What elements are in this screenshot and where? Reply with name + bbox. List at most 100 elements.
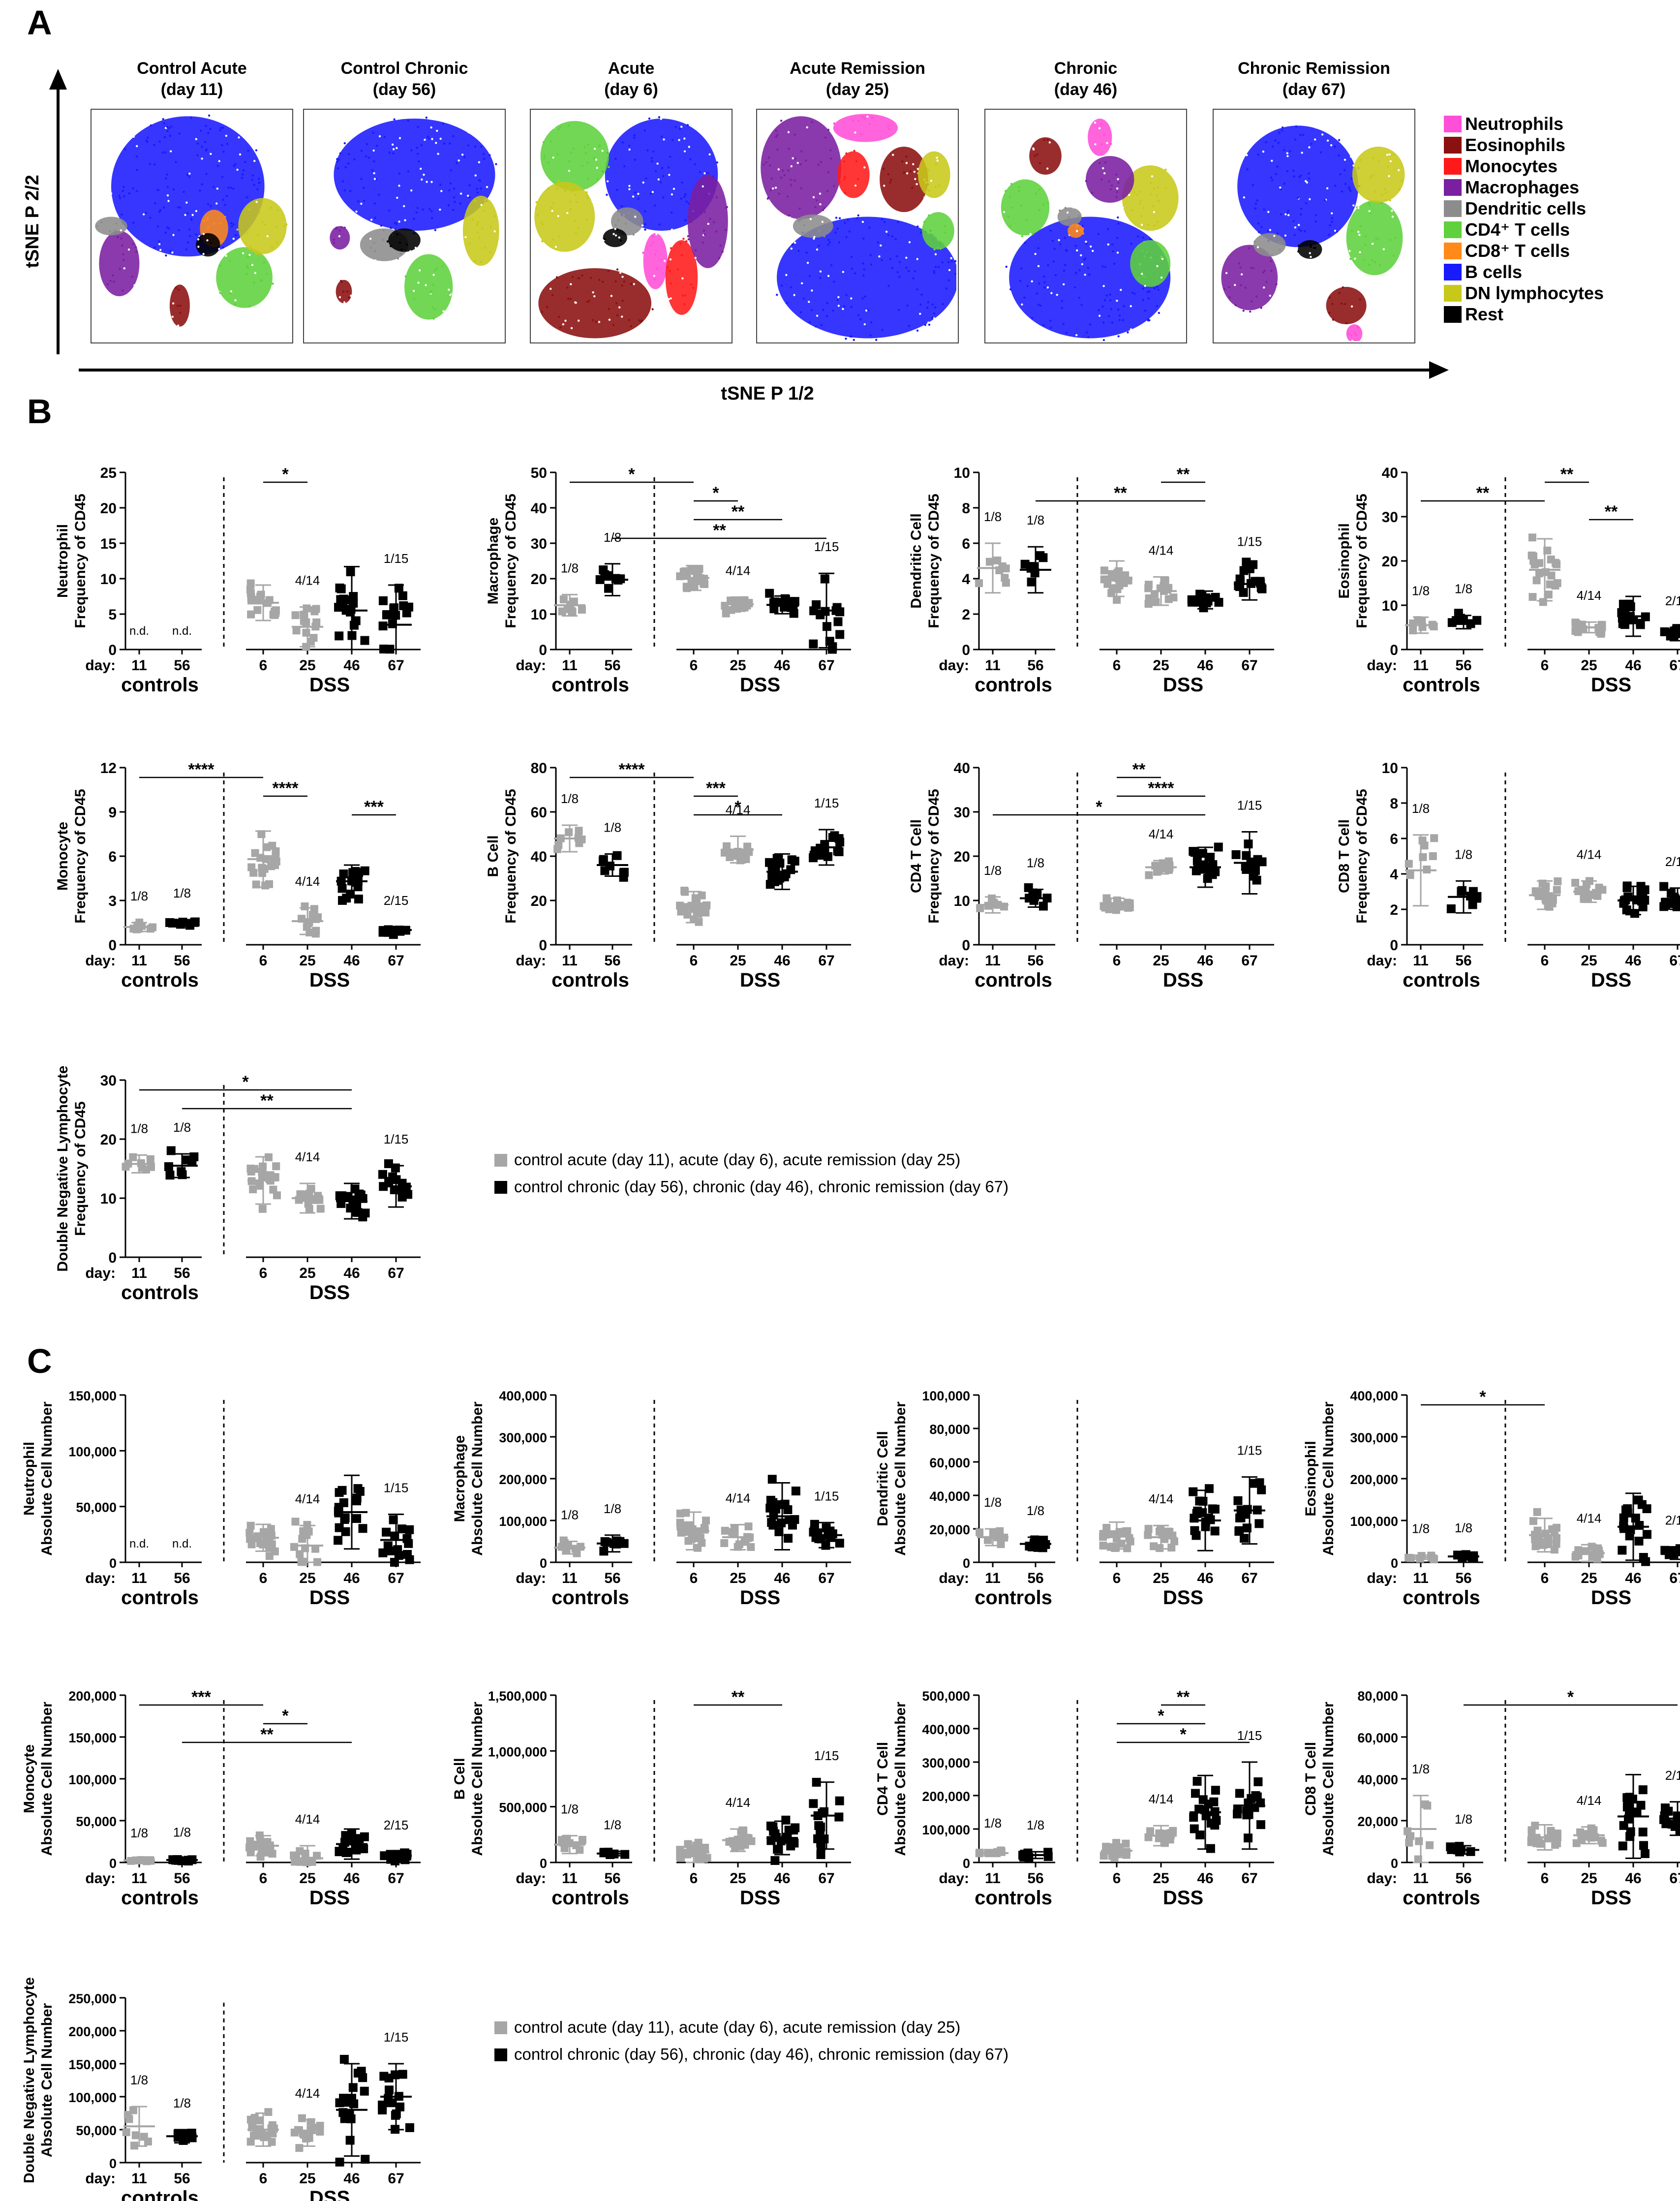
- tsne-point: [652, 150, 655, 153]
- tsne-point: [378, 193, 380, 196]
- data-point: [1212, 1816, 1221, 1825]
- tsne-point: [799, 311, 802, 313]
- data-point: [1531, 887, 1540, 896]
- tsne-point: [1297, 196, 1299, 199]
- legend-c-black-swatch: [494, 2048, 507, 2061]
- tsne-point: [1078, 269, 1081, 272]
- tsne-point: [215, 202, 218, 205]
- tsne-point: [428, 137, 430, 140]
- tsne-point: [1283, 149, 1285, 152]
- tsne-point: [863, 268, 865, 271]
- data-point: [1168, 1531, 1177, 1540]
- tsne-point: [1049, 229, 1052, 232]
- tsne-point: [1153, 224, 1156, 227]
- data-point: [1618, 1841, 1627, 1851]
- tsne-point: [806, 262, 809, 264]
- tsne-point: [889, 181, 891, 184]
- tsne-point: [489, 251, 491, 254]
- tsne-point: [489, 226, 492, 228]
- day-label: day:: [516, 953, 546, 969]
- tsne-point: [1020, 204, 1022, 207]
- tsne-point: [791, 243, 794, 246]
- x-tick-label: 46: [1197, 953, 1213, 969]
- tsne-point: [1305, 202, 1308, 205]
- tsne-point: [827, 128, 830, 131]
- tsne-point: [263, 261, 266, 264]
- tsne-point: [1389, 199, 1391, 202]
- tsne-point: [398, 185, 400, 187]
- tsne-point: [541, 240, 544, 243]
- tsne-point: [398, 220, 400, 223]
- data-point: [568, 608, 577, 617]
- outlier-fraction-label: 1/8: [561, 1508, 579, 1522]
- tsne-point: [1389, 160, 1392, 162]
- y-tick-label: 10: [100, 1191, 117, 1207]
- tsne-point: [763, 163, 765, 166]
- tsne-point: [253, 281, 255, 284]
- data-point: [383, 1541, 393, 1550]
- significance-label: *: [1567, 1688, 1574, 1706]
- data-point: [335, 631, 344, 641]
- tsne-point: [857, 120, 860, 122]
- y-tick-label: 0: [1391, 1856, 1398, 1871]
- tsne-point: [818, 245, 820, 247]
- tsne-point: [887, 125, 889, 127]
- tsne-point: [374, 259, 377, 262]
- tsne-axes: tSNE P 2/2 tSNE P 1/2: [22, 69, 1449, 404]
- tsne-point: [488, 197, 490, 200]
- tsne-point: [1029, 233, 1032, 235]
- y-axis-title: Eosinophil: [1336, 523, 1352, 598]
- tsne-point: [1310, 255, 1312, 258]
- tsne-point: [213, 222, 215, 225]
- tsne-point: [399, 252, 402, 255]
- tsne-point: [1359, 225, 1362, 228]
- x-tick-label: 6: [1541, 953, 1549, 969]
- tsne-point: [403, 205, 405, 208]
- data-point: [384, 2074, 394, 2083]
- data-point: [781, 601, 791, 611]
- tsne-point: [890, 216, 893, 218]
- tsne-point: [184, 214, 186, 217]
- data-point: [1169, 593, 1178, 602]
- day-label: day:: [516, 657, 546, 674]
- tsne-clusters: [534, 116, 729, 339]
- tsne-point: [830, 264, 833, 267]
- tsne-point: [822, 209, 825, 212]
- group-label-dss: DSS: [309, 1282, 350, 1303]
- tsne-point: [261, 220, 264, 223]
- tsne-point: [1297, 250, 1300, 253]
- tsne-point: [425, 116, 428, 119]
- data-point: [777, 1518, 786, 1527]
- x-tick-label: 56: [1027, 1870, 1043, 1887]
- tsne-point: [894, 238, 897, 241]
- data-point: [398, 2070, 407, 2079]
- tsne-point: [895, 255, 898, 257]
- tsne-point: [1275, 173, 1277, 175]
- tsne-point: [1109, 293, 1111, 296]
- tsne-legend-item: Macrophages: [1444, 177, 1579, 197]
- y-tick-label: 10: [531, 607, 547, 623]
- tsne-point: [1042, 324, 1045, 326]
- tsne-point: [778, 192, 780, 195]
- tsne-point: [854, 184, 857, 187]
- outlier-fraction-label: 1/8: [1455, 847, 1472, 862]
- data-point: [349, 2099, 359, 2108]
- tsne-point: [655, 233, 658, 236]
- data-point: [612, 851, 622, 860]
- tsne-point: [683, 150, 686, 153]
- data-point: [1030, 562, 1039, 571]
- tsne-point: [343, 142, 346, 145]
- tsne-legend-item: Rest: [1444, 304, 1503, 324]
- tsne-point: [799, 219, 802, 221]
- tsne-point: [662, 175, 665, 178]
- day-label: day:: [85, 657, 116, 674]
- tsne-point: [1344, 303, 1346, 306]
- tsne-point: [661, 167, 664, 169]
- tsne-point: [817, 163, 820, 166]
- data-point: [353, 1484, 363, 1493]
- tsne-point: [201, 146, 203, 148]
- data-point: [165, 1171, 175, 1180]
- tsne-point: [683, 303, 686, 306]
- tsne-point: [699, 171, 701, 173]
- tsne-point: [476, 223, 479, 226]
